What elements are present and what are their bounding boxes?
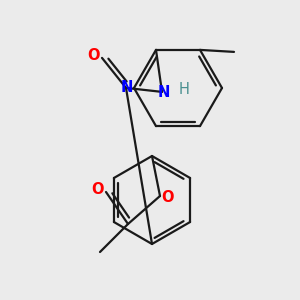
Text: N: N <box>121 80 133 95</box>
Text: H: H <box>178 82 189 98</box>
Text: O: O <box>88 48 100 63</box>
Text: O: O <box>92 182 104 197</box>
Text: O: O <box>161 190 173 206</box>
Text: N: N <box>158 85 170 100</box>
